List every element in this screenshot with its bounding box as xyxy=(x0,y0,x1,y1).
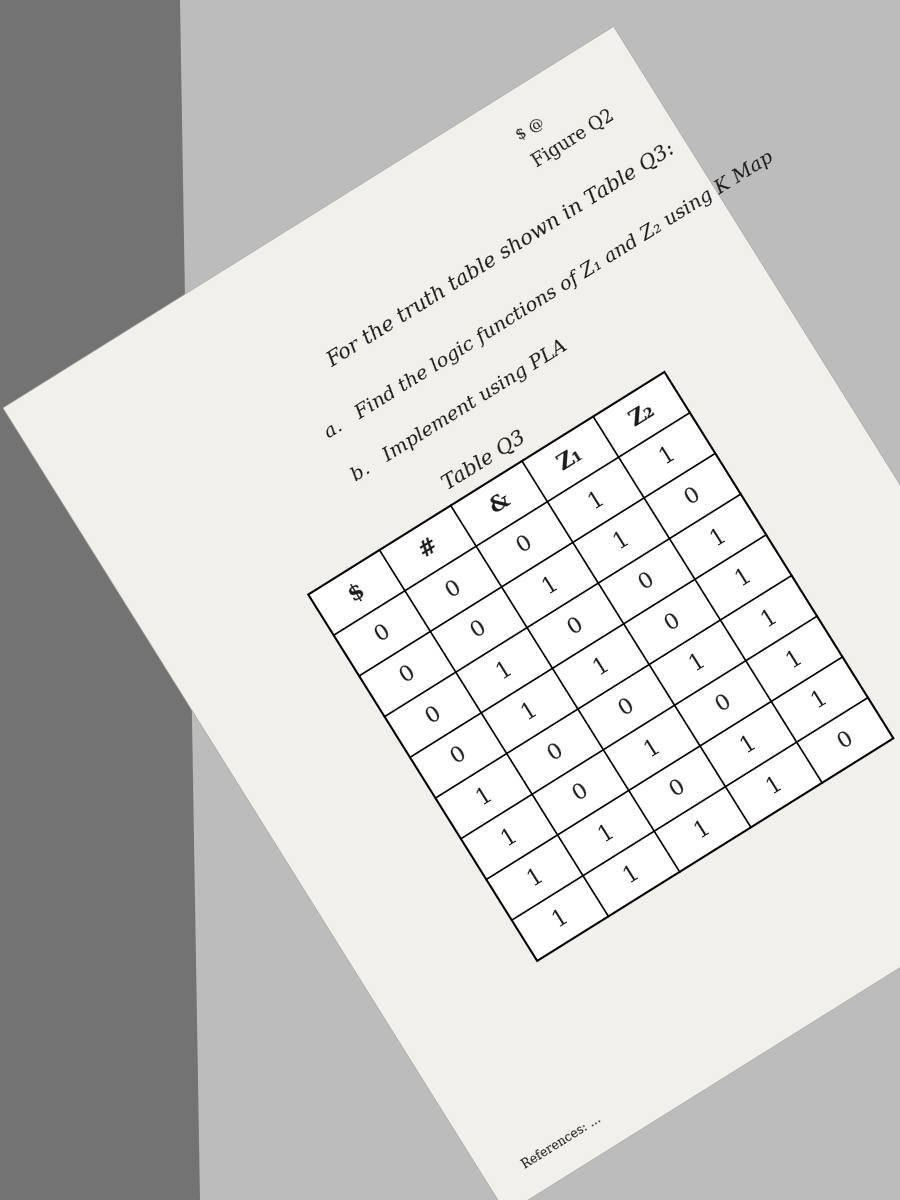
Text: 1: 1 xyxy=(523,864,546,890)
Polygon shape xyxy=(309,372,894,961)
Text: 1: 1 xyxy=(690,816,715,842)
Text: 1: 1 xyxy=(518,698,542,724)
Text: 1: 1 xyxy=(538,572,562,598)
Text: 0: 0 xyxy=(446,743,470,768)
Text: 0: 0 xyxy=(563,613,587,638)
Text: 1: 1 xyxy=(757,605,780,631)
Text: 0: 0 xyxy=(665,775,689,802)
Text: 1: 1 xyxy=(782,646,806,672)
Polygon shape xyxy=(3,26,900,1200)
Text: Table Q3: Table Q3 xyxy=(439,427,529,493)
Text: 1: 1 xyxy=(732,564,755,590)
Text: Z₁: Z₁ xyxy=(554,443,587,475)
Text: Figure Q2: Figure Q2 xyxy=(529,107,617,170)
Text: 1: 1 xyxy=(736,731,760,757)
Text: $: $ xyxy=(344,580,369,606)
Text: 0: 0 xyxy=(421,702,445,728)
Text: 1: 1 xyxy=(589,653,613,679)
Text: 0: 0 xyxy=(634,568,659,594)
Text: 0: 0 xyxy=(711,690,734,716)
Text: References: ...: References: ... xyxy=(520,1112,604,1171)
Text: 0: 0 xyxy=(661,608,684,635)
Text: 0: 0 xyxy=(543,738,567,764)
Text: #: # xyxy=(414,534,442,563)
Text: For the truth table shown in Table Q3:: For the truth table shown in Table Q3: xyxy=(324,139,679,371)
Text: $ @: $ @ xyxy=(513,114,546,142)
Text: 1: 1 xyxy=(686,649,709,676)
Text: 1: 1 xyxy=(498,823,521,850)
Text: Z₂: Z₂ xyxy=(625,398,658,431)
Text: 1: 1 xyxy=(594,820,617,846)
Text: 1: 1 xyxy=(584,487,608,512)
Text: 0: 0 xyxy=(680,482,705,509)
Text: 1: 1 xyxy=(609,528,633,553)
Text: 1: 1 xyxy=(655,443,679,468)
Text: a.   Find the logic functions of Z₁ and Z₂ using K Map: a. Find the logic functions of Z₁ and Z₂… xyxy=(321,149,777,443)
Text: 0: 0 xyxy=(396,661,419,688)
Text: 1: 1 xyxy=(548,905,572,931)
Text: 1: 1 xyxy=(619,860,644,887)
Text: 1: 1 xyxy=(492,658,516,683)
Text: 0: 0 xyxy=(441,576,465,602)
Text: &: & xyxy=(485,488,513,518)
Text: 0: 0 xyxy=(370,620,394,647)
Text: 0: 0 xyxy=(615,694,638,720)
Polygon shape xyxy=(0,0,200,1200)
Text: 1: 1 xyxy=(472,784,496,809)
Text: 0: 0 xyxy=(569,779,592,805)
Text: 1: 1 xyxy=(706,523,730,550)
Text: 1: 1 xyxy=(762,772,786,798)
Text: 0: 0 xyxy=(833,727,857,754)
Text: b.   Implement using PLA: b. Implement using PLA xyxy=(348,336,571,485)
Text: 0: 0 xyxy=(513,532,536,558)
Text: 0: 0 xyxy=(467,617,491,643)
Text: 1: 1 xyxy=(808,686,832,713)
Text: 1: 1 xyxy=(640,734,663,761)
